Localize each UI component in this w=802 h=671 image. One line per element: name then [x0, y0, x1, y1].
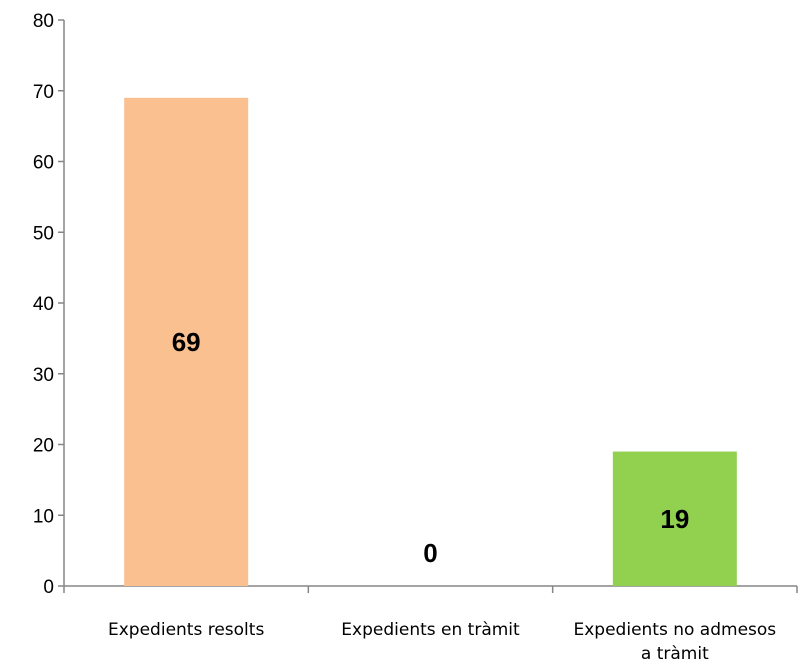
- data-label: 0: [423, 538, 437, 568]
- y-tick-label: 20: [33, 436, 54, 457]
- y-tick-label: 80: [33, 11, 54, 32]
- x-axis: Expedients resolts Expedients en tràmit Ex…: [63, 585, 798, 664]
- data-label: 19: [660, 504, 689, 534]
- y-tick-label: 30: [33, 365, 54, 386]
- y-tick-label: 0: [43, 577, 54, 598]
- bars: [124, 97, 737, 586]
- data-labels: 69 0 19: [172, 327, 690, 568]
- bar: [124, 97, 249, 586]
- y-tick-label: 10: [33, 506, 54, 527]
- x-tick-label: Expedients no admesos: [574, 620, 777, 640]
- y-tick-label: 50: [33, 223, 54, 244]
- x-tick-label: Expedients resolts: [108, 620, 264, 640]
- x-tick-label: a tràmit: [641, 644, 709, 664]
- y-axis: 0 10 20 30 40 50 60 70 80: [33, 11, 65, 598]
- y-tick-label: 60: [33, 153, 54, 174]
- data-label: 69: [172, 327, 201, 357]
- x-tick-label: Expedients en tràmit: [341, 620, 520, 640]
- y-tick-label: 70: [33, 82, 54, 103]
- bar: [612, 451, 737, 586]
- y-tick-label: 40: [33, 294, 54, 315]
